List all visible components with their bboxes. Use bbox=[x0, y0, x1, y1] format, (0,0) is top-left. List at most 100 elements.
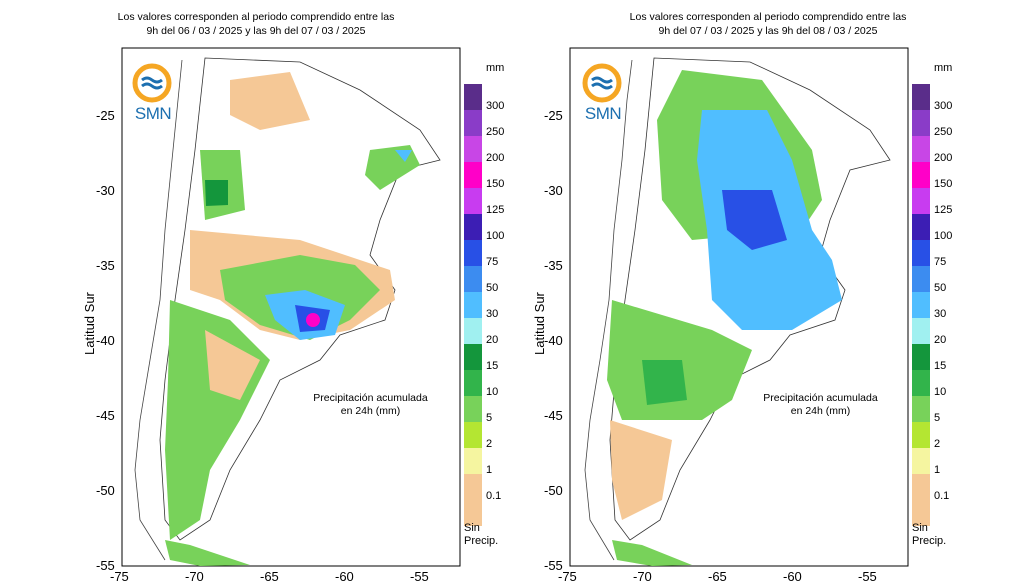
legend-level: 0.1 bbox=[464, 474, 512, 502]
legend-label: 100 bbox=[486, 230, 505, 242]
y-tick-label: -35 bbox=[96, 258, 115, 273]
x-tick-label: -70 bbox=[633, 569, 652, 583]
legend-swatch bbox=[912, 214, 930, 240]
x-tick-label: -60 bbox=[783, 569, 802, 583]
y-tick-label: -55 bbox=[96, 558, 115, 573]
precip-area bbox=[610, 420, 672, 520]
map-panel-day2: Los valores corresponden al periodo comp… bbox=[512, 0, 1024, 583]
precip-area bbox=[395, 150, 412, 162]
legend-level: 2 bbox=[464, 422, 512, 450]
legend-swatch bbox=[464, 344, 482, 370]
map-caption: Precipitación acumulada en 24h (mm) bbox=[298, 392, 443, 418]
legend-level: 200 bbox=[912, 136, 960, 164]
legend-level: 1 bbox=[912, 448, 960, 476]
legend-level: 10 bbox=[912, 370, 960, 398]
legend-level: 15 bbox=[912, 344, 960, 372]
legend-swatch bbox=[912, 136, 930, 162]
legend-label: 10 bbox=[934, 386, 947, 398]
caption-line-1: Precipitación acumulada bbox=[763, 392, 878, 404]
legend-swatch bbox=[912, 422, 930, 448]
legend-level: 30 bbox=[464, 292, 512, 320]
legend-level: 150 bbox=[464, 162, 512, 190]
legend-swatch bbox=[464, 318, 482, 344]
title-line-1: Los valores corresponden al periodo comp… bbox=[117, 11, 395, 23]
legend-label: 75 bbox=[934, 256, 947, 268]
legend-label: 125 bbox=[934, 204, 953, 216]
title-line-1: Los valores corresponden al periodo comp… bbox=[629, 11, 907, 23]
legend-label: 5 bbox=[486, 412, 493, 424]
legend-level: 300 bbox=[464, 84, 512, 112]
legend-no-precip: Sin Precip. bbox=[464, 522, 499, 547]
legend-swatch-no-precip bbox=[464, 500, 482, 526]
precip-area bbox=[205, 330, 260, 400]
y-tick-label: -45 bbox=[96, 408, 115, 423]
y-tick-label: -55 bbox=[544, 558, 563, 573]
legend-level: 50 bbox=[464, 266, 512, 294]
precipitation-map: -25 -30 -35 -40 -45 -50 -55 -75 -70 -65 … bbox=[96, 47, 461, 583]
legend-swatch bbox=[464, 110, 482, 136]
legend-swatch bbox=[912, 266, 930, 292]
legend-swatch bbox=[464, 474, 482, 500]
smn-logo-icon bbox=[132, 63, 172, 103]
x-tick-label: -60 bbox=[335, 569, 354, 583]
y-axis-label: Latitud Sur bbox=[532, 292, 547, 355]
legend-swatch bbox=[464, 188, 482, 214]
legend-label: 100 bbox=[934, 230, 953, 242]
y-tick-label: -45 bbox=[544, 408, 563, 423]
smn-logo: SMN bbox=[128, 62, 178, 124]
map-frame bbox=[569, 47, 909, 567]
legend-label: 150 bbox=[486, 178, 505, 190]
legend-label: 250 bbox=[934, 126, 953, 138]
x-tick-label: -55 bbox=[410, 569, 429, 583]
legend-level bbox=[464, 500, 512, 526]
legend-label: 125 bbox=[486, 204, 505, 216]
x-tick-label: -75 bbox=[110, 569, 129, 583]
x-tick-label: -55 bbox=[858, 569, 877, 583]
legend-swatch bbox=[464, 396, 482, 422]
legend-level: 50 bbox=[912, 266, 960, 294]
legend-swatch bbox=[912, 318, 930, 344]
legend-level: 0.1 bbox=[912, 474, 960, 502]
legend-level: 200 bbox=[464, 136, 512, 164]
legend-label: 200 bbox=[934, 152, 953, 164]
legend-level: 1 bbox=[464, 448, 512, 476]
precip-area bbox=[165, 540, 250, 566]
legend-label: 20 bbox=[934, 334, 947, 346]
legend-label: 30 bbox=[934, 308, 947, 320]
x-tick-label: -75 bbox=[558, 569, 577, 583]
legend-level: 75 bbox=[912, 240, 960, 268]
logo-text: SMN bbox=[584, 104, 622, 123]
legend-swatch bbox=[464, 162, 482, 188]
legend-label: 50 bbox=[934, 282, 947, 294]
legend-label: 5 bbox=[934, 412, 941, 424]
legend-swatch bbox=[912, 240, 930, 266]
legend-level: 2 bbox=[912, 422, 960, 450]
legend-level: 100 bbox=[464, 214, 512, 242]
legend-level: 30 bbox=[912, 292, 960, 320]
legend-level: 125 bbox=[912, 188, 960, 216]
legend-swatch bbox=[464, 136, 482, 162]
map-panel-day1: Los valores corresponden al periodo comp… bbox=[82, 11, 512, 583]
legend-label: 15 bbox=[486, 360, 499, 372]
legend-level: 250 bbox=[464, 110, 512, 138]
legend-swatch bbox=[464, 266, 482, 292]
legend-level: 20 bbox=[464, 318, 512, 346]
legend-swatch bbox=[912, 370, 930, 396]
legend-label: 20 bbox=[486, 334, 499, 346]
caption-line-2: en 24h (mm) bbox=[790, 405, 851, 417]
legend-label: 30 bbox=[486, 308, 499, 320]
legend-level: 75 bbox=[464, 240, 512, 268]
legend-unit: mm bbox=[486, 62, 505, 74]
legend-label: 0.1 bbox=[934, 490, 950, 502]
legend-level: 10 bbox=[464, 370, 512, 398]
legend-level: 5 bbox=[464, 396, 512, 424]
legend-label: 15 bbox=[934, 360, 947, 372]
map-title: Los valores corresponden al periodo comp… bbox=[512, 10, 1024, 38]
legend-label: 50 bbox=[486, 282, 499, 294]
coastline-west bbox=[134, 59, 183, 561]
legend-level: 150 bbox=[912, 162, 960, 190]
smn-logo-icon bbox=[582, 63, 622, 103]
legend-label: 300 bbox=[486, 100, 505, 112]
legend-label: 200 bbox=[486, 152, 505, 164]
smn-logo: SMN bbox=[578, 62, 628, 124]
